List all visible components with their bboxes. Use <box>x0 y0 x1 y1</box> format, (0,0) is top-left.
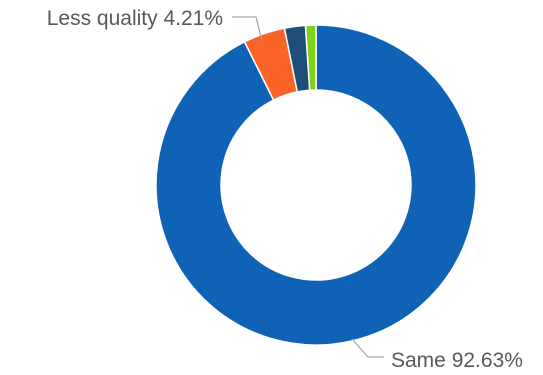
less-quality-label-leader <box>232 16 263 42</box>
slice-category-4 <box>304 24 317 92</box>
data-label-same: Same 92.63% <box>391 349 523 372</box>
slice-same <box>155 24 477 346</box>
data-label-less-quality: Less quality 4.21% <box>47 7 223 30</box>
same-label-leader <box>351 338 384 358</box>
donut-slices <box>155 24 477 346</box>
